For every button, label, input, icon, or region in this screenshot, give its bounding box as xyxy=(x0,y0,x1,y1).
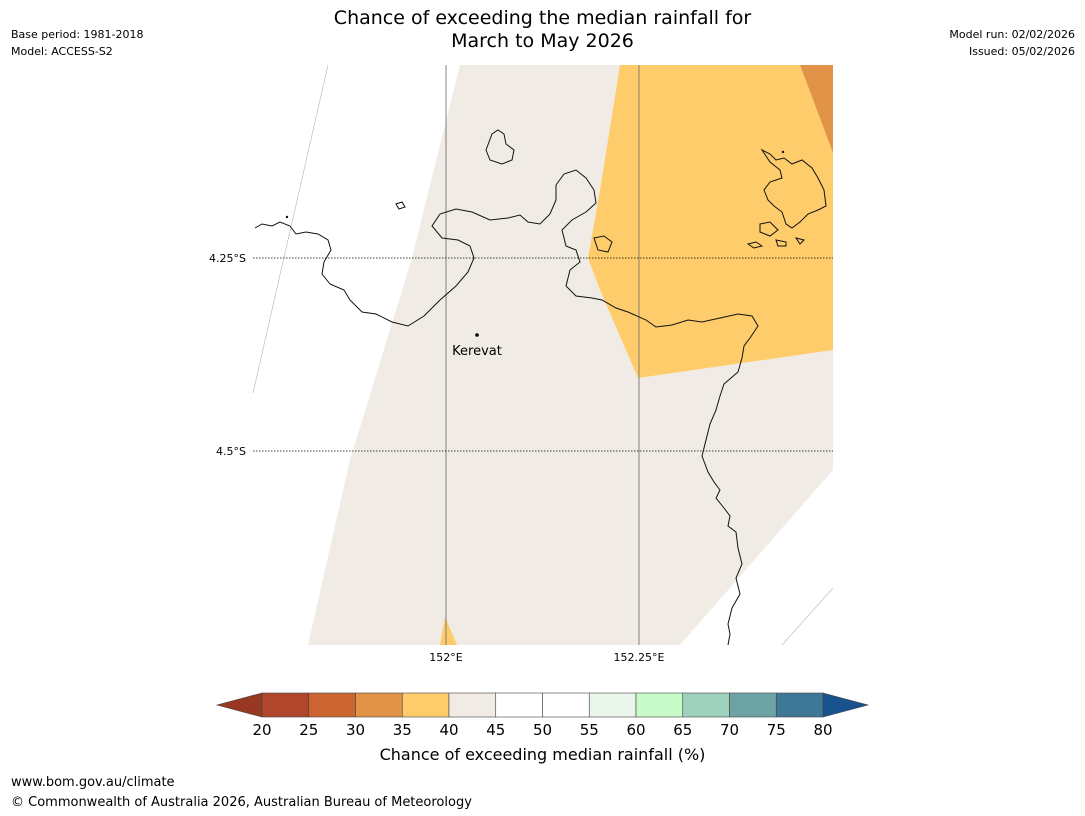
lat-label-4-5: 4.5°S xyxy=(216,445,246,458)
colorbar-segment xyxy=(308,692,356,718)
colorbar-tick-label: 25 xyxy=(299,721,318,739)
meta-right: Model run: 02/02/2026 Issued: 05/02/2026 xyxy=(949,26,1075,60)
base-period: Base period: 1981-2018 xyxy=(11,28,144,41)
colorbar-tick-label: 35 xyxy=(393,721,412,739)
lat-label-4-25: 4.25°S xyxy=(209,252,246,265)
colorbar-tick-label: 55 xyxy=(580,721,599,739)
coast-dot-1 xyxy=(285,215,289,219)
region-30-35 xyxy=(800,65,833,153)
coastline xyxy=(254,129,827,645)
title-line-1: Chance of exceeding the median rainfall … xyxy=(333,7,752,29)
colorbar-tick-label: 70 xyxy=(720,721,739,739)
place-label-kerevat: Kerevat xyxy=(452,344,502,359)
colorbar-under-arrow xyxy=(215,692,263,718)
north-island xyxy=(485,129,515,165)
colorbar-tick-label: 60 xyxy=(626,721,645,739)
colorbar-label: Chance of exceeding median rainfall (%) xyxy=(379,745,706,764)
colorbar-segment xyxy=(635,692,684,718)
projection-edge-right xyxy=(781,587,834,646)
footer-copyright: © Commonwealth of Australia 2026, Austra… xyxy=(11,795,472,810)
colorbar-segment xyxy=(401,692,450,718)
colorbar-tick-label: 80 xyxy=(813,721,832,739)
colorbar-segment xyxy=(355,692,403,718)
colorbar-tick-label: 65 xyxy=(673,721,692,739)
colorbar-segment xyxy=(775,692,824,718)
colorbar-tick-label: 30 xyxy=(346,721,365,739)
model-run: Model run: 02/02/2026 xyxy=(949,28,1075,41)
colorbar-segment xyxy=(448,692,497,718)
colorbar-tick-label: 45 xyxy=(486,721,505,739)
footer: www.bom.gov.au/climate © Commonwealth of… xyxy=(11,773,472,813)
colorbar-over-arrow xyxy=(822,692,870,718)
region-40-45 xyxy=(308,65,833,645)
kerevat-marker xyxy=(475,333,479,337)
colorbar-segment xyxy=(261,692,310,718)
colorbar: 20 25 30 35 40 45 50 55 60 65 70 75 80 xyxy=(215,692,870,739)
colorbar-tick-label: 50 xyxy=(533,721,552,739)
issued-date: Issued: 05/02/2026 xyxy=(968,45,1075,58)
meta-left: Base period: 1981-2018 Model: ACCESS-S2 xyxy=(11,26,143,60)
region-35-40-small xyxy=(440,617,457,645)
colorbar-segment xyxy=(588,692,637,718)
colorbar-segment xyxy=(495,692,543,718)
duke-of-york-islands xyxy=(760,148,827,229)
region-35-40 xyxy=(588,65,833,378)
map-area xyxy=(253,65,833,645)
colorbar-tick-label: 20 xyxy=(252,721,271,739)
colorbar-tick-label: 40 xyxy=(439,721,458,739)
footer-url[interactable]: www.bom.gov.au/climate xyxy=(11,775,175,790)
lon-label-152: 152°E xyxy=(429,651,462,664)
chart-title: Chance of exceeding the median rainfall … xyxy=(0,7,1085,53)
projection-edge-left xyxy=(252,64,329,394)
colorbar-segment xyxy=(542,692,590,718)
colorbar-segment xyxy=(682,692,730,718)
coast-dot-2 xyxy=(781,150,785,154)
colorbar-tick-label: 75 xyxy=(767,721,786,739)
lon-label-152-25: 152.25°E xyxy=(614,651,665,664)
colorbar-segment xyxy=(729,692,777,718)
model-name: Model: ACCESS-S2 xyxy=(11,45,113,58)
title-line-2: March to May 2026 xyxy=(451,30,634,52)
